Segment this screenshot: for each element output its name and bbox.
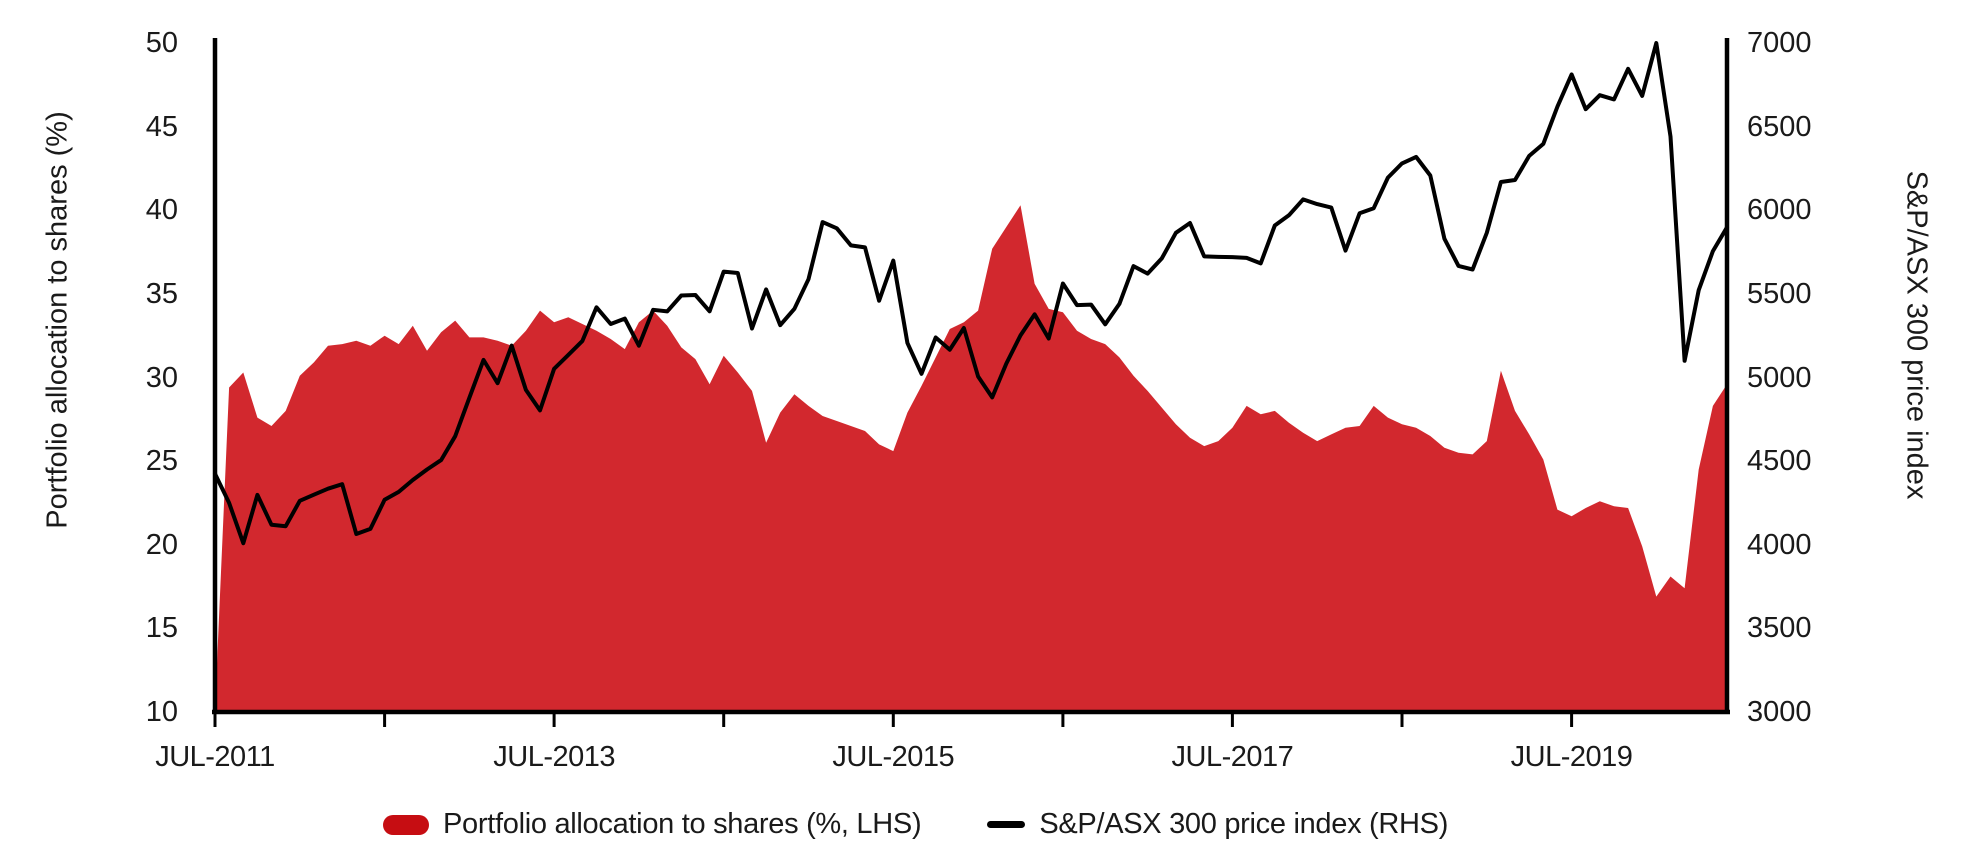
area-swatch-icon: [383, 814, 429, 835]
y-axis-tick-label: 3500: [1747, 612, 1812, 645]
legend-index-label: S&P/ASX 300 price index (RHS): [1039, 808, 1449, 840]
y-axis-tick-label: 4000: [1747, 528, 1812, 561]
y-axis-tick-label: 50: [145, 27, 178, 59]
y-axis-tick-label: 20: [145, 528, 178, 561]
x-axis-tick-label: JUL-2013: [493, 741, 615, 773]
y-axis-tick-label: 4500: [1747, 445, 1812, 478]
y-axis-tick-label: 40: [145, 194, 178, 227]
y-axis-tick-label: 10: [145, 696, 178, 728]
x-axis-tick-label: JUL-2017: [1171, 741, 1294, 773]
right-axis-title: S&P/ASX 300 price index: [1900, 170, 1933, 500]
x-axis-tick-label: JUL-2011: [155, 741, 275, 773]
legend: Portfolio allocation to shares (%, LHS) …: [383, 808, 1448, 841]
left-axis-title: Portfolio allocation to shares (%): [41, 111, 74, 529]
y-axis-tick-label: 15: [145, 612, 178, 645]
y-axis-tick-label: 6000: [1747, 194, 1812, 227]
axis-frame: [212, 38, 1730, 715]
y-axis-tick-label: 5000: [1747, 361, 1812, 394]
y-axis-tick-label: 6500: [1747, 110, 1812, 143]
y-axis-tick-label: 30: [145, 361, 178, 394]
asx300-line-series: [213, 41, 1729, 546]
y-axis-tick-label: 3000: [1747, 696, 1812, 728]
y-axis-tick-label: 45: [145, 110, 178, 143]
legend-allocation-label: Portfolio allocation to shares (%, LHS): [443, 808, 922, 840]
allocation-area-series: [215, 205, 1727, 712]
y-axis-tick-label: 25: [145, 445, 178, 478]
x-axis-tick-marks: [213, 712, 1574, 727]
line-swatch-icon: [987, 821, 1026, 828]
x-axis-tick-label: JUL-2019: [1510, 741, 1633, 773]
legend-item-index: S&P/ASX 300 price index (RHS): [987, 808, 1448, 841]
y-axis-tick-label: 5500: [1747, 277, 1812, 310]
legend-item-allocation: Portfolio allocation to shares (%, LHS): [383, 808, 922, 841]
x-axis-tick-label: JUL-2015: [832, 741, 955, 773]
y-axis-tick-label: 7000: [1747, 27, 1812, 59]
y-axis-tick-label: 35: [145, 277, 178, 310]
